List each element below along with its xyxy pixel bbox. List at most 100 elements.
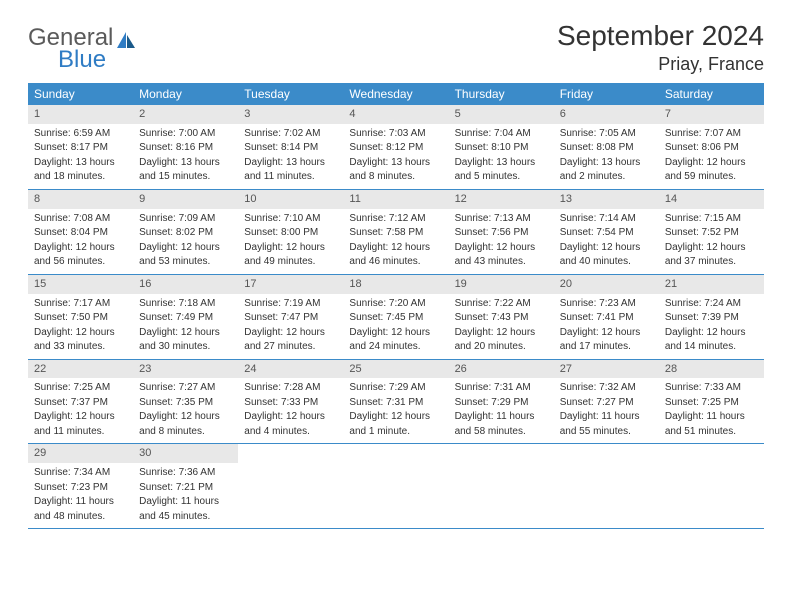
day-cell: 27Sunrise: 7:32 AMSunset: 7:27 PMDayligh… [554,360,659,444]
day-cell [238,444,343,528]
day-cell: 15 Sunrise: 7:17 AMSunset: 7:50 PMDayligh… [28,275,133,359]
sunset-text: Sunset: 8:14 PM [244,141,337,155]
daylight-text: and 24 minutes. [349,340,442,354]
daylight-text: and 33 minutes. [34,340,127,354]
sunset-text: Sunset: 7:43 PM [455,311,548,325]
daylight-text: and 58 minutes. [455,425,548,439]
sunrise-text: Sunrise: 6:59 AM [34,127,127,141]
daylight-text: and 4 minutes. [244,425,337,439]
day-cell: 6Sunrise: 7:05 AMSunset: 8:08 PMDaylight… [554,105,659,189]
day-cell: 17 Sunrise: 7:19 AMSunset: 7:47 PMDayligh… [238,275,343,359]
day-content: Sunrise: 7:00 AMSunset: 8:16 PMDaylight:… [133,127,238,189]
sunrise-text: Sunrise: 7:31 AM [455,381,548,395]
sunset-text: Sunset: 7:31 PM [349,396,442,410]
day-content: Sunrise: 7:27 AMSunset: 7:35 PMDaylight:… [133,381,238,443]
daylight-text: and 1 minute. [349,425,442,439]
daylight-text: Daylight: 12 hours [34,410,127,424]
weeks-container: 1Sunrise: 6:59 AMSunset: 8:17 PMDaylight… [28,105,764,529]
day-content: Sunrise: 7:04 AMSunset: 8:10 PMDaylight:… [449,127,554,189]
daylight-text: and 14 minutes. [665,340,758,354]
day-content: Sunrise: 7:02 AMSunset: 8:14 PMDaylight:… [238,127,343,189]
sunset-text: Sunset: 8:04 PM [34,226,127,240]
day-number: 14 [659,190,764,209]
day-number: 17 [238,275,343,294]
daylight-text: Daylight: 13 hours [560,156,653,170]
day-content: Sunrise: 7:28 AMSunset: 7:33 PMDaylight:… [238,381,343,443]
sunrise-text: Sunrise: 7:23 AM [560,297,653,311]
day-content: Sunrise: 7:19 AMSunset: 7:47 PMDaylight:… [238,297,343,359]
sunrise-text: Sunrise: 7:28 AM [244,381,337,395]
sunrise-text: Sunrise: 7:24 AM [665,297,758,311]
day-cell: 16Sunrise: 7:18 AMSunset: 7:49 PMDayligh… [133,275,238,359]
sunrise-text: Sunrise: 7:22 AM [455,297,548,311]
sunrise-text: Sunrise: 7:29 AM [349,381,442,395]
weekday-tuesday: Tuesday [238,83,343,105]
weekday-monday: Monday [133,83,238,105]
daylight-text: Daylight: 12 hours [455,241,548,255]
daylight-text: and 11 minutes. [34,425,127,439]
daylight-text: Daylight: 11 hours [34,495,127,509]
day-number: 25 [343,360,448,379]
day-number: 9 [133,190,238,209]
day-cell [554,444,659,528]
daylight-text: and 5 minutes. [455,170,548,184]
daylight-text: Daylight: 13 hours [34,156,127,170]
day-content: Sunrise: 7:07 AMSunset: 8:06 PMDaylight:… [659,127,764,189]
day-number: 10 [238,190,343,209]
sunset-text: Sunset: 8:06 PM [665,141,758,155]
day-number: 18 [343,275,448,294]
day-cell: 29Sunrise: 7:34 AMSunset: 7:23 PMDayligh… [28,444,133,528]
sunrise-text: Sunrise: 7:14 AM [560,212,653,226]
day-cell: 23Sunrise: 7:27 AMSunset: 7:35 PMDayligh… [133,360,238,444]
day-cell [449,444,554,528]
sunset-text: Sunset: 8:00 PM [244,226,337,240]
calendar-grid: Sunday Monday Tuesday Wednesday Thursday… [28,83,764,529]
sunrise-text: Sunrise: 7:12 AM [349,212,442,226]
weekday-header-row: Sunday Monday Tuesday Wednesday Thursday… [28,83,764,105]
logo: General Blue [28,26,137,72]
day-cell: 9Sunrise: 7:09 AMSunset: 8:02 PMDaylight… [133,190,238,274]
daylight-text: Daylight: 12 hours [560,326,653,340]
day-content: Sunrise: 7:10 AMSunset: 8:00 PMDaylight:… [238,212,343,274]
daylight-text: Daylight: 12 hours [244,326,337,340]
day-content: Sunrise: 7:17 AMSunset: 7:50 PMDaylight:… [28,297,133,359]
day-content: Sunrise: 6:59 AMSunset: 8:17 PMDaylight:… [28,127,133,189]
daylight-text: Daylight: 12 hours [34,241,127,255]
daylight-text: Daylight: 13 hours [455,156,548,170]
sunset-text: Sunset: 7:54 PM [560,226,653,240]
sunrise-text: Sunrise: 7:15 AM [665,212,758,226]
daylight-text: and 53 minutes. [139,255,232,269]
sunrise-text: Sunrise: 7:32 AM [560,381,653,395]
day-cell [343,444,448,528]
week-row: 22Sunrise: 7:25 AMSunset: 7:37 PMDayligh… [28,360,764,445]
day-cell: 12Sunrise: 7:13 AMSunset: 7:56 PMDayligh… [449,190,554,274]
sunset-text: Sunset: 8:17 PM [34,141,127,155]
day-number: 15 [28,275,133,294]
daylight-text: Daylight: 11 hours [665,410,758,424]
day-cell: 30Sunrise: 7:36 AMSunset: 7:21 PMDayligh… [133,444,238,528]
daylight-text: and 56 minutes. [34,255,127,269]
weekday-sunday: Sunday [28,83,133,105]
week-row: 15 Sunrise: 7:17 AMSunset: 7:50 PMDayligh… [28,275,764,360]
title-block: September 2024 Priay, France [557,20,764,75]
week-row: 8Sunrise: 7:08 AMSunset: 8:04 PMDaylight… [28,190,764,275]
sunset-text: Sunset: 7:47 PM [244,311,337,325]
day-number: 11 [343,190,448,209]
day-content: Sunrise: 7:14 AMSunset: 7:54 PMDaylight:… [554,212,659,274]
day-content: Sunrise: 7:23 AMSunset: 7:41 PMDaylight:… [554,297,659,359]
day-content: Sunrise: 7:13 AMSunset: 7:56 PMDaylight:… [449,212,554,274]
daylight-text: and 11 minutes. [244,170,337,184]
week-row: 29Sunrise: 7:34 AMSunset: 7:23 PMDayligh… [28,444,764,529]
daylight-text: and 17 minutes. [560,340,653,354]
daylight-text: Daylight: 12 hours [455,326,548,340]
day-cell: 28Sunrise: 7:33 AMSunset: 7:25 PMDayligh… [659,360,764,444]
daylight-text: and 51 minutes. [665,425,758,439]
day-number: 8 [28,190,133,209]
day-number: 29 [28,444,133,463]
day-number: 1 [28,105,133,124]
day-number: 16 [133,275,238,294]
day-cell: 13Sunrise: 7:14 AMSunset: 7:54 PMDayligh… [554,190,659,274]
day-content: Sunrise: 7:29 AMSunset: 7:31 PMDaylight:… [343,381,448,443]
sunset-text: Sunset: 7:25 PM [665,396,758,410]
daylight-text: and 49 minutes. [244,255,337,269]
